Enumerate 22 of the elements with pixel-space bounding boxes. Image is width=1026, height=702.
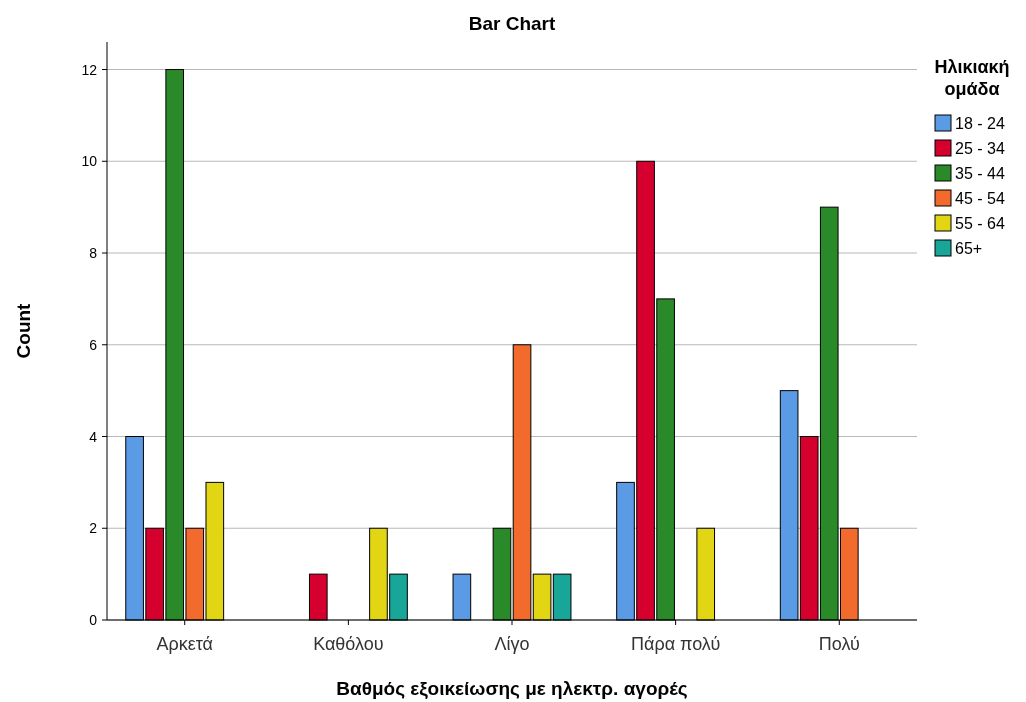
legend-label: 25 - 34 (955, 140, 1005, 157)
y-axis-title: Count (13, 302, 34, 359)
y-tick-label: 8 (89, 245, 98, 262)
x-tick-label: Καθόλου (313, 634, 384, 654)
x-tick-label: Αρκετά (156, 634, 213, 654)
legend-label: 35 - 44 (955, 165, 1005, 182)
y-tick-label: 10 (81, 153, 98, 170)
y-tick-label: 12 (81, 61, 98, 78)
y-tick-label: 4 (89, 428, 98, 445)
legend-label: 65+ (955, 240, 983, 257)
x-tick-label: Λίγο (494, 634, 530, 654)
y-tick-label: 2 (89, 520, 98, 537)
legend-label: 18 - 24 (955, 115, 1005, 132)
legend-label: 45 - 54 (955, 190, 1005, 207)
x-tick-label: Πάρα πολύ (630, 634, 721, 654)
x-axis-title: Βαθμός εξοικείωσης με ηλεκτρ. αγορές (336, 678, 688, 700)
chart-title: Bar Chart (468, 13, 556, 34)
legend-title: Ηλικιακή ομάδα (934, 57, 1010, 99)
legend-label: 55 - 64 (955, 215, 1005, 232)
y-tick-label: 6 (89, 336, 98, 353)
y-tick-label: 0 (89, 612, 98, 628)
x-tick-label: Πολύ (818, 634, 860, 654)
